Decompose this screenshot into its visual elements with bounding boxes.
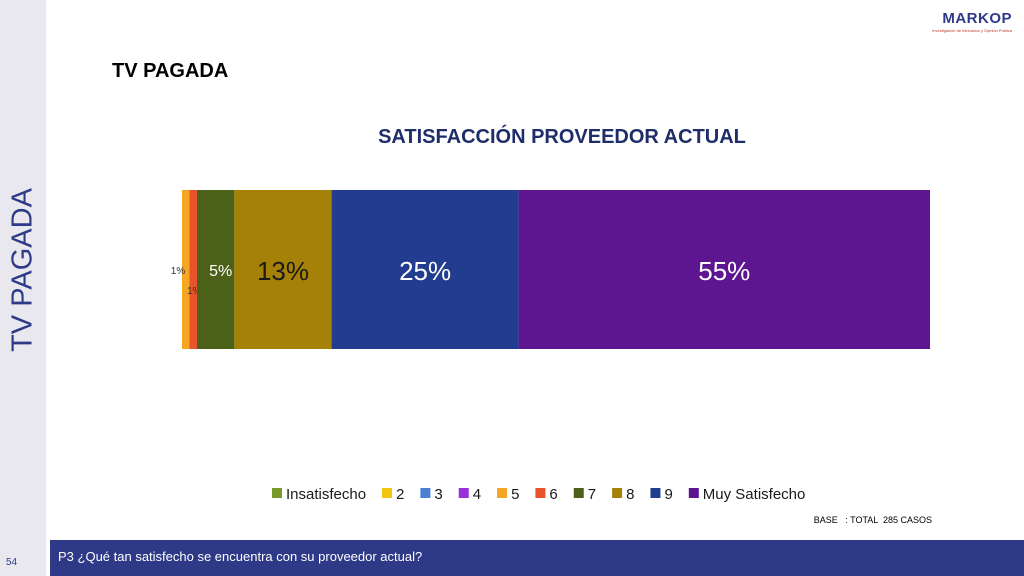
- base-note: BASE : TOTAL 285 CASOS: [813, 515, 932, 525]
- legend-swatch-3: [420, 488, 431, 498]
- legend-label-2: 2: [396, 486, 404, 503]
- legend-label-3: 3: [434, 486, 442, 503]
- legend-label-5: 5: [511, 486, 519, 503]
- data-label-8: 13%: [257, 256, 309, 286]
- legend-swatch-7: [573, 488, 584, 498]
- legend-label-6: 6: [549, 486, 557, 503]
- footer-bar: P3 ¿Qué tan satisfecho se encuentra con …: [50, 540, 1024, 576]
- data-label-6: 1%: [187, 286, 202, 297]
- legend-label-8: 8: [626, 486, 634, 503]
- page-number: 54: [6, 557, 18, 568]
- logo-name: MARKOP: [942, 10, 1012, 27]
- legend-swatch-8: [612, 488, 623, 498]
- bar-segment-5: [182, 190, 190, 349]
- legend-swatch-insatisfecho: [272, 488, 282, 498]
- legend-label-7: 7: [588, 486, 596, 503]
- logo-tagline: Investigación de Mercados y Opinión Públ…: [932, 28, 1012, 33]
- chart-title: SATISFACCIÓN PROVEEDOR ACTUAL: [378, 126, 746, 148]
- data-label-7: 5%: [209, 263, 232, 280]
- question-text: P3 ¿Qué tan satisfecho se encuentra con …: [58, 549, 423, 564]
- section-title: TV PAGADA: [112, 60, 229, 82]
- legend-label-insatisfecho: Insatisfecho: [286, 486, 366, 503]
- data-label-9: 25%: [399, 256, 451, 286]
- legend-swatch-5: [497, 488, 508, 498]
- legend-label-9: 9: [664, 486, 672, 503]
- legend-label-4: 4: [473, 486, 481, 503]
- bar-segment-9: [331, 190, 519, 349]
- legend-swatch-2: [382, 488, 393, 498]
- legend-swatch-muy-satisfecho: [688, 488, 699, 498]
- bar-segment-6: [189, 190, 197, 349]
- bar-segment-8: [234, 190, 332, 349]
- bar-segment-7: [196, 190, 235, 349]
- legend-swatch-4: [458, 488, 469, 498]
- data-label-muy-satisfecho: 55%: [698, 256, 750, 286]
- legend-label-muy-satisfecho: Muy Satisfecho: [703, 486, 806, 503]
- bar-segment-muy-satisfecho: [518, 190, 930, 349]
- legend-swatch-6: [535, 488, 546, 498]
- data-label-5: 1%: [171, 266, 186, 277]
- sidebar: [0, 0, 46, 576]
- legend-swatch-9: [650, 488, 661, 498]
